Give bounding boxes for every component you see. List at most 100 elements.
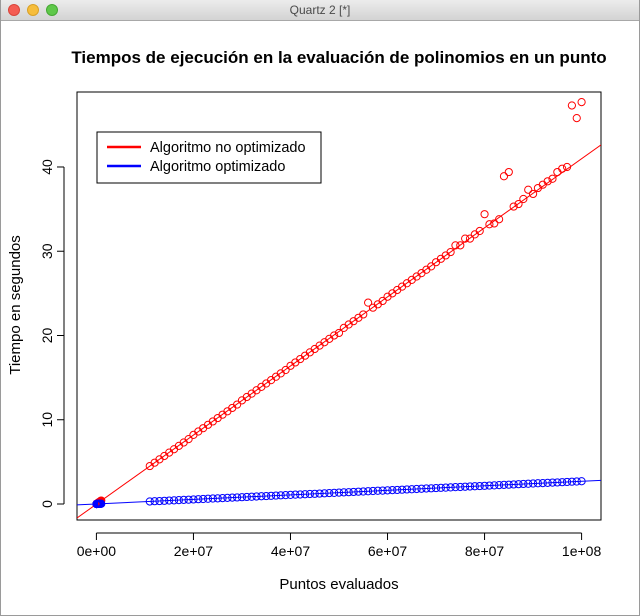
x-tick-label: 0e+00	[77, 543, 117, 559]
data-point	[480, 210, 489, 219]
data-point	[456, 241, 465, 250]
data-point	[262, 491, 271, 501]
data-point	[300, 490, 310, 499]
fit-lines	[77, 144, 601, 519]
data-point	[446, 483, 455, 492]
data-point	[572, 114, 581, 123]
data-point	[325, 488, 334, 498]
data-point	[203, 494, 213, 503]
data-point	[160, 496, 169, 505]
close-button[interactable]	[8, 4, 20, 16]
x-axis: 0e+00 2e+07 4e+07 6e+07 8e+07 1e+08	[77, 532, 601, 559]
fit-line-no-optimizado	[77, 144, 601, 519]
data-point	[470, 482, 479, 491]
data-point	[558, 478, 567, 487]
data-point	[577, 98, 586, 107]
y-tick-label: 40	[39, 159, 55, 175]
data-point	[388, 485, 397, 495]
data-point	[490, 219, 499, 228]
data-point	[393, 485, 402, 495]
data-point	[150, 497, 159, 506]
data-point	[441, 483, 450, 492]
data-point	[354, 487, 363, 496]
data-point	[378, 296, 387, 306]
data-point	[480, 481, 489, 490]
data-point	[320, 489, 329, 498]
data-point	[174, 496, 183, 505]
legend-label-no-optimizado: Algoritmo no optimizado	[150, 140, 306, 156]
data-point	[179, 495, 188, 504]
zoom-button[interactable]	[46, 4, 58, 16]
data-point	[184, 495, 193, 504]
data-point	[504, 480, 513, 489]
data-point	[242, 492, 251, 502]
x-tick-label: 6e+07	[368, 543, 408, 559]
data-point	[485, 220, 494, 229]
data-point	[567, 477, 576, 486]
data-point	[281, 365, 290, 375]
data-point	[364, 487, 373, 496]
data-point	[281, 491, 290, 500]
legend-label-optimizado: Algoritmo optimizado	[150, 159, 285, 175]
data-point	[296, 490, 305, 499]
data-point	[548, 478, 557, 487]
x-axis-label: Puntos evaluados	[279, 576, 398, 593]
data-point	[257, 492, 266, 501]
data-point	[465, 234, 475, 243]
data-point	[266, 491, 276, 500]
x-tick-label: 8e+07	[465, 543, 505, 559]
data-point	[237, 493, 247, 502]
y-axis-label: Tiempo en segundos	[7, 235, 24, 375]
data-point	[412, 484, 421, 494]
data-point	[519, 479, 528, 489]
data-point	[509, 202, 518, 211]
data-point	[155, 496, 164, 506]
data-point	[310, 489, 319, 498]
data-point	[218, 493, 227, 503]
data-point	[475, 226, 484, 236]
data-point	[461, 482, 470, 491]
data-point	[339, 488, 348, 497]
data-point	[451, 483, 460, 492]
data-point	[524, 185, 533, 194]
data-point	[271, 491, 281, 500]
plot-frame	[76, 91, 602, 521]
data-point	[228, 493, 237, 502]
data-point	[378, 486, 387, 495]
data-point	[165, 496, 174, 505]
data-point	[427, 262, 436, 271]
data-point	[364, 298, 373, 307]
data-point	[490, 481, 499, 490]
data-point	[514, 199, 523, 209]
data-point	[169, 496, 179, 505]
data-point	[495, 481, 504, 490]
data-point	[276, 491, 285, 500]
data-point	[499, 172, 509, 181]
data-point	[495, 215, 504, 224]
fit-line-optimizado	[77, 479, 601, 506]
data-point	[509, 480, 518, 489]
data-point	[562, 477, 572, 487]
y-tick-label: 20	[39, 327, 55, 343]
data-point	[431, 483, 441, 493]
data-point	[373, 486, 382, 495]
data-point	[402, 485, 412, 494]
window-titlebar[interactable]: Quartz 2 [*]	[1, 0, 639, 21]
data-point	[446, 247, 455, 257]
data-point	[451, 241, 460, 250]
scatter-plot: Tiempos de ejecución en la evaluación de…	[7, 48, 607, 593]
data-point	[558, 164, 567, 173]
minimize-button[interactable]	[27, 4, 39, 16]
y-tick-label: 0	[39, 500, 55, 508]
data-point	[189, 495, 198, 504]
data-point	[577, 477, 586, 486]
data-point	[528, 479, 538, 488]
data-point	[548, 174, 557, 183]
data-point	[397, 485, 407, 494]
data-point	[199, 494, 208, 504]
data-point	[97, 499, 106, 508]
y-tick-label: 30	[39, 243, 55, 259]
data-point	[208, 494, 217, 503]
data-point	[562, 162, 572, 172]
data-point	[543, 478, 552, 487]
